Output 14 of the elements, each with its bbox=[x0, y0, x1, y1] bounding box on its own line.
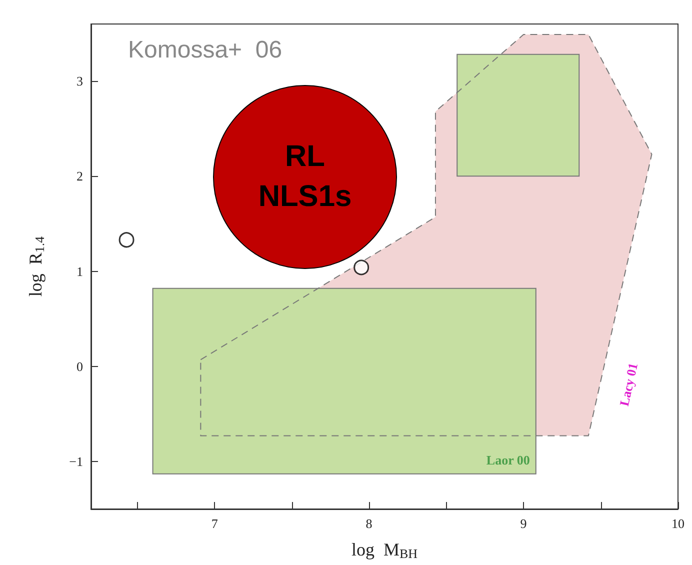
annotation: RL NLS1s bbox=[258, 139, 352, 215]
y-tick-label: 1 bbox=[76, 264, 83, 279]
y-axis-title: log R1.4 bbox=[26, 236, 47, 297]
y-tick-label: −1 bbox=[69, 454, 83, 469]
series-label: Laor 00 bbox=[486, 452, 530, 468]
text: Lacy 01 bbox=[616, 361, 641, 408]
x-tick-label: 10 bbox=[672, 516, 684, 531]
x-tick-label: 9 bbox=[520, 516, 527, 531]
y-tick-label: 2 bbox=[76, 168, 83, 184]
x-tick-label: 7 bbox=[211, 516, 218, 531]
annotation: Komossa+ 06 bbox=[128, 36, 282, 64]
y-tick-label: 3 bbox=[76, 74, 83, 89]
y-tick-label: 0 bbox=[76, 358, 83, 374]
x-tick-label: 8 bbox=[366, 516, 372, 531]
